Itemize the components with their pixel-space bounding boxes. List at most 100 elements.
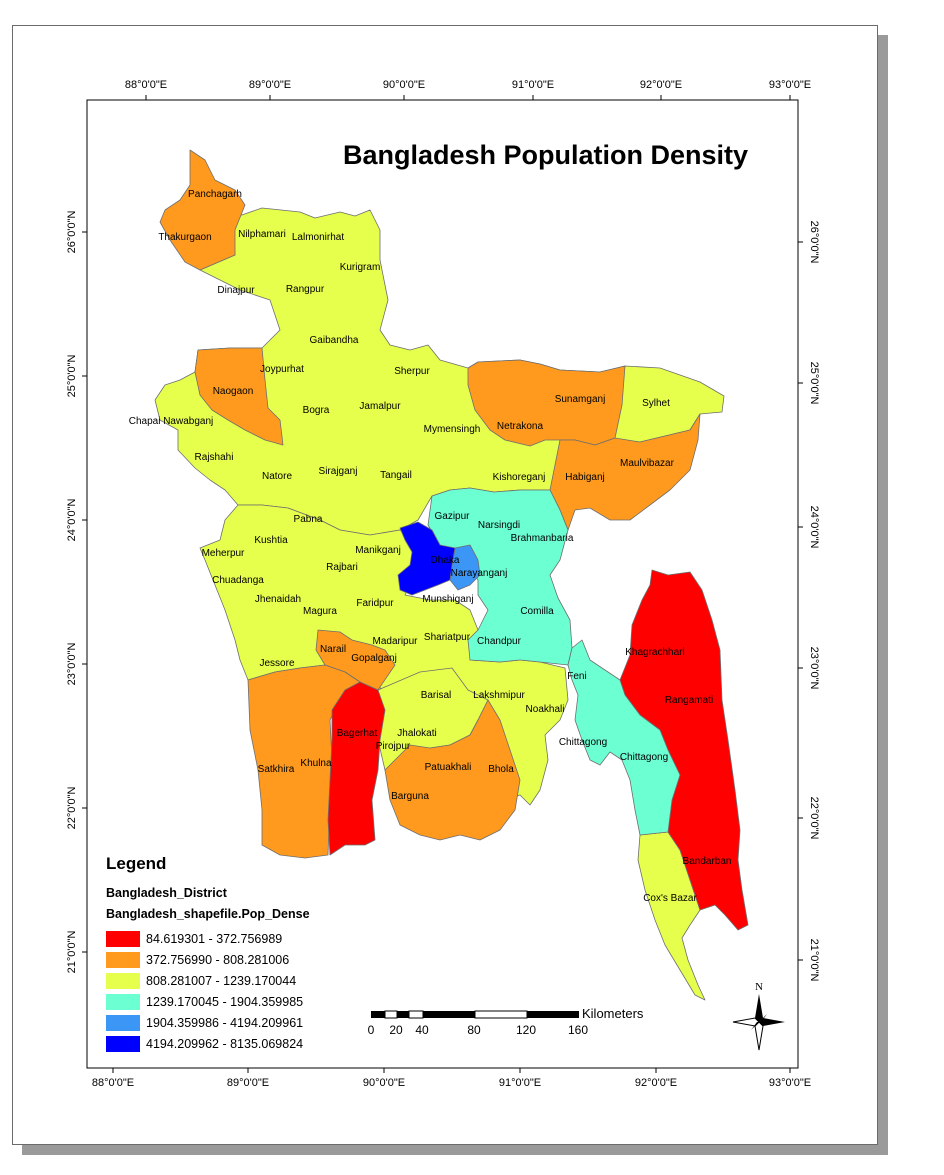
scale-bar: 0 20 40 80 120 160 Kilometers [368,1006,644,1037]
district-label: Rangpur [286,284,325,295]
district-label: Chuadanga [212,575,264,586]
district-label: Patuakhali [425,762,472,773]
district-label: Sirajganj [319,466,358,477]
district-label: Chandpur [477,636,522,647]
legend-item-label: 84.619301 - 372.756989 [146,931,283,946]
district-label: Sherpur [394,366,430,377]
lon-label: 92°0'0"E [640,79,682,91]
district-label: Narail [320,644,346,655]
scale-segment [408,1010,424,1019]
district-label: Satkhira [258,764,295,775]
lon-label: 93°0'0"E [769,1077,811,1089]
legend-swatch [106,1014,140,1031]
lon-label: 90°0'0"E [383,79,425,91]
scale-tick-label: 160 [568,1023,588,1037]
legend-item-label: 1904.359986 - 4194.209961 [146,1015,304,1030]
lon-label: 88°0'0"E [125,79,167,91]
scale-tick-label: 0 [368,1023,375,1037]
legend-layer-name: Bangladesh_District [106,886,227,900]
lat-label: 23°0'0"N [808,647,820,690]
scale-segment [384,1010,398,1019]
scale-tick-label: 80 [467,1023,481,1037]
district-label: Panchagarh [188,189,242,200]
district-panchagarh-thakurgaon [159,149,246,271]
legend-swatch [106,972,140,989]
lon-label: 89°0'0"E [227,1077,269,1089]
north-arrow-icon: N [731,980,787,1057]
lon-label: 89°0'0"E [249,79,291,91]
district-label: Feni [567,671,586,682]
legend-item: 1239.170045 - 1904.359985 [106,991,310,1012]
district-label: Barguna [391,791,429,802]
lat-label: 24°0'0"N [808,506,820,549]
district-label: Kurigram [340,262,381,273]
district-patuakhali-barguna [384,699,521,841]
district-label: Bagerhat [337,728,378,739]
district-label: Habiganj [565,472,604,483]
scale-segment [371,1011,385,1018]
lat-label: 24°0'0"N [66,499,78,542]
district-bagerhat [327,681,386,856]
district-label: Jhalokati [397,728,436,739]
district-label: Naogaon [213,386,254,397]
legend-swatch [106,951,140,968]
district-label: Gaibandha [310,335,359,346]
district-label: Chittagong [559,737,607,748]
lat-label: 22°0'0"N [66,787,78,830]
legend-item: 4194.209962 - 8135.069824 [106,1033,310,1054]
district-narail-gopalganj [315,629,396,691]
map-title: Bangladesh Population Density [343,140,749,170]
district-label: Bhola [488,764,514,775]
district-label: Jessore [259,658,294,669]
lon-label: 90°0'0"E [363,1077,405,1089]
district-label: Kishoreganj [493,472,546,483]
district-label: Mymensingh [424,424,481,435]
district-label: Maulvibazar [620,458,675,469]
district-label: Natore [262,471,292,482]
district-label: Narsingdi [478,520,520,531]
district-label: Manikganj [355,545,401,556]
legend-field-name: Bangladesh_shapefile.Pop_Dense [106,907,310,921]
district-label: Narayanganj [451,568,508,579]
legend-title: Legend [106,854,167,873]
district-label: Kushtia [254,535,288,546]
legend-item-label: 372.756990 - 808.281006 [146,952,290,967]
lon-labels-top: 88°0'0"E 89°0'0"E 90°0'0"E 91°0'0"E 92°0… [125,79,811,91]
district-label: Gazipur [434,511,470,522]
lat-label: 21°0'0"N [66,931,78,974]
district-label: Thakurgaon [158,232,211,243]
district-dhaka [397,521,456,596]
scale-unit: Kilometers [582,1006,644,1021]
district-label: Joypurhat [260,364,304,375]
scale-tick-label: 120 [516,1023,536,1037]
legend-item-label: 1239.170045 - 1904.359985 [146,994,304,1009]
district-label: Nilphamari [238,229,286,240]
district-label: Jamalpur [359,401,401,412]
district-label: Faridpur [356,598,394,609]
lon-label: 93°0'0"E [769,79,811,91]
north-label: N [755,981,763,993]
legend-swatch [106,1035,140,1052]
district-label: Jhenaidah [255,594,301,605]
district-label: Netrakona [497,421,544,432]
graticule-ticks [82,95,803,1073]
district-label: Lalmonirhat [292,232,344,243]
district-label: Madaripur [372,636,418,647]
scale-segment [474,1010,528,1019]
scale-tick-label: 40 [415,1023,429,1037]
district-naogaon [194,347,284,446]
district-label: Magura [303,606,337,617]
lat-label: 21°0'0"N [808,939,820,982]
district-label: Meherpur [202,548,245,559]
district-label: Sunamganj [555,394,606,405]
district-label: Rajshahi [195,452,234,463]
district-label: Dhaka [431,555,460,566]
lat-label: 26°0'0"N [66,211,78,254]
district-label: Bandarban [683,856,732,867]
lon-labels-bottom: 88°0'0"E 89°0'0"E 90°0'0"E 91°0'0"E 92°0… [92,1077,811,1089]
legend-item: 1904.359986 - 4194.209961 [106,1012,310,1033]
lon-label: 91°0'0"E [499,1077,541,1089]
legend-item: 84.619301 - 372.756989 [106,928,310,949]
legend-item: 808.281007 - 1239.170044 [106,970,310,991]
